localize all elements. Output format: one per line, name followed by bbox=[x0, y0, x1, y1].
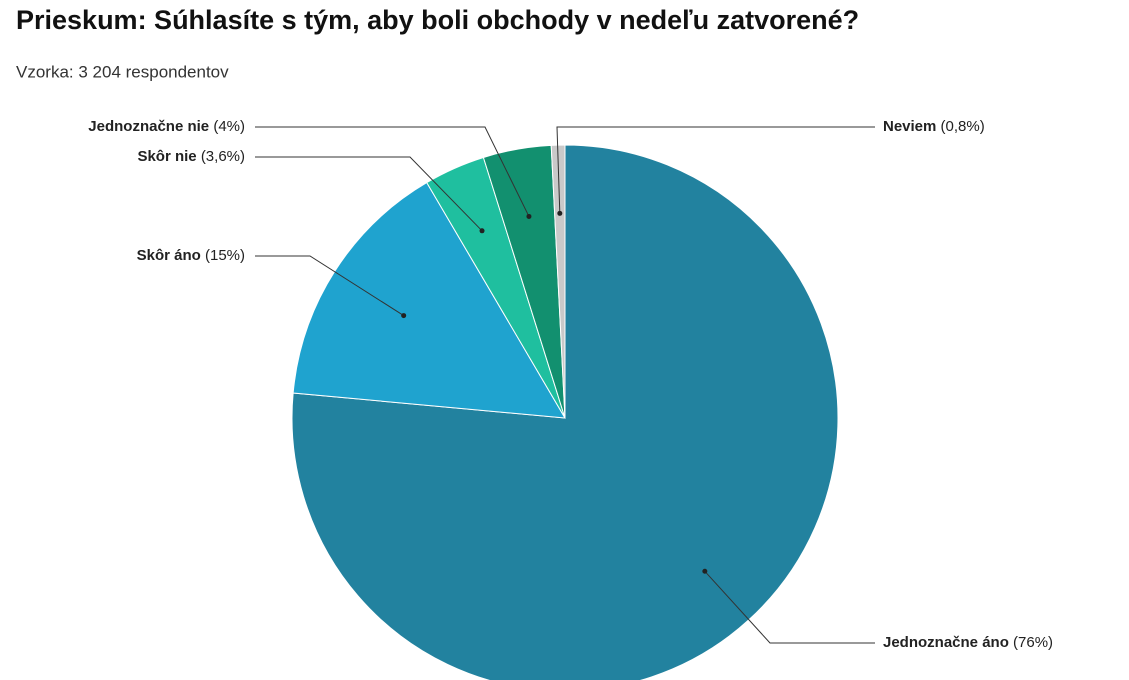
leader-dot bbox=[401, 313, 407, 319]
slice-label: Jednoznačne nie (4%) bbox=[88, 118, 245, 135]
slice-label-value: (3,6%) bbox=[201, 148, 245, 165]
chart-subtitle: Vzorka: 3 204 respondentov bbox=[16, 62, 229, 81]
leader-line bbox=[255, 156, 483, 232]
slice-label-name: Skôr nie bbox=[137, 148, 196, 165]
leader-dot bbox=[557, 210, 563, 216]
slice-label-value: (15%) bbox=[205, 247, 245, 264]
leader-line bbox=[704, 570, 875, 644]
leader-dot bbox=[479, 228, 485, 234]
slice-label-value: (76%) bbox=[1013, 634, 1053, 651]
slice-label-name: Jednoznačne nie bbox=[88, 118, 209, 135]
leader-line bbox=[255, 126, 530, 217]
slice-label: Skôr nie (3,6%) bbox=[137, 148, 245, 165]
slice-label-name: Jednoznačne áno bbox=[883, 634, 1009, 651]
slice-label-value: (0,8%) bbox=[941, 118, 985, 135]
slice-label-name: Neviem bbox=[883, 118, 936, 135]
leader-line bbox=[255, 255, 404, 316]
leader-dot bbox=[526, 213, 532, 219]
slice-label: Skôr áno (15%) bbox=[137, 247, 245, 264]
chart-title: Prieskum: Súhlasíte s tým, aby boli obch… bbox=[16, 5, 859, 35]
slice-label-name: Skôr áno bbox=[137, 247, 201, 264]
slice-label-value: (4%) bbox=[213, 118, 245, 135]
slice-label: Jednoznačne áno (76%) bbox=[883, 634, 1053, 651]
leader-line bbox=[556, 126, 875, 214]
slice-label: Neviem (0,8%) bbox=[883, 118, 985, 135]
leader-dot bbox=[702, 568, 708, 574]
